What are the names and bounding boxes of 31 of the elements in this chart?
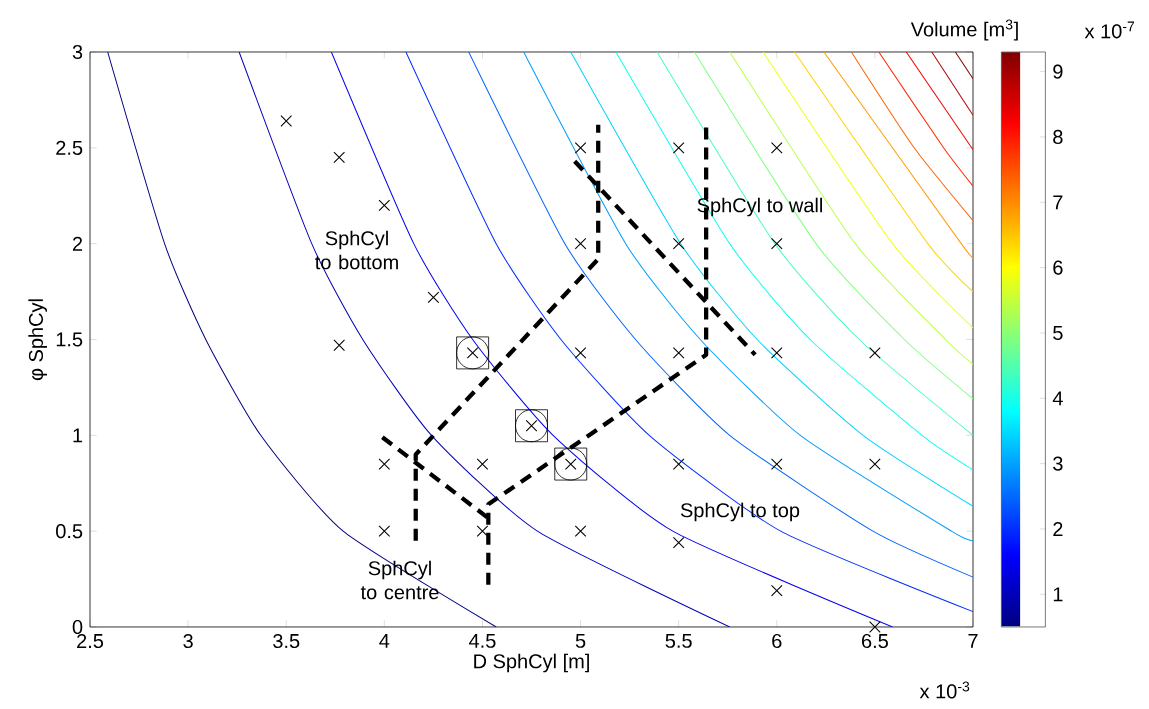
y-tick-label: 0.5 [56,524,83,539]
y-tick-label: 1 [73,428,83,443]
color-bar-label: 5 [1053,325,1063,340]
x-tick-label: 7 [968,633,978,648]
x-tick-label: 4.5 [469,633,496,648]
color-bar-label: 9 [1053,64,1063,79]
y-axis-title: φ SphCyl [28,299,47,381]
color-bar-label: 8 [1053,129,1063,144]
color-bar-title: Volume [m$^{3}$] [910,19,1018,41]
y-tick-label: 1.5 [56,332,83,347]
x-axis-title: D SphCyl [m] [474,653,589,673]
y-tick-label: 2 [72,236,83,251]
color-bar-label: 2 [1053,521,1063,536]
color-bar-label: 3 [1053,456,1063,471]
x-tick-label: 6 [772,633,782,649]
x-tick-label: 5 [575,633,586,648]
text: x 10$^{-7}$ [1084,21,1135,39]
color-bar-label: 7 [1053,195,1063,210]
x-tick-label: 3 [183,633,193,649]
y-tick-label: 2.5 [56,140,83,155]
x-tick-label: 5.5 [665,633,692,648]
y-tick-label: 0 [72,619,83,635]
x-tick-label: 6.5 [862,633,888,649]
text: x 10$^{-3}$ [919,681,970,699]
color-bar-label: 4 [1052,391,1063,406]
color-bar-label: 1 [1053,587,1063,602]
annotation: SphCyl to top [680,502,800,522]
color-bar-label: 6 [1053,260,1063,275]
y-tick-label: 3 [72,44,83,60]
x-tick-label: 3.5 [273,633,300,649]
x-tick-label: 4 [379,633,390,648]
